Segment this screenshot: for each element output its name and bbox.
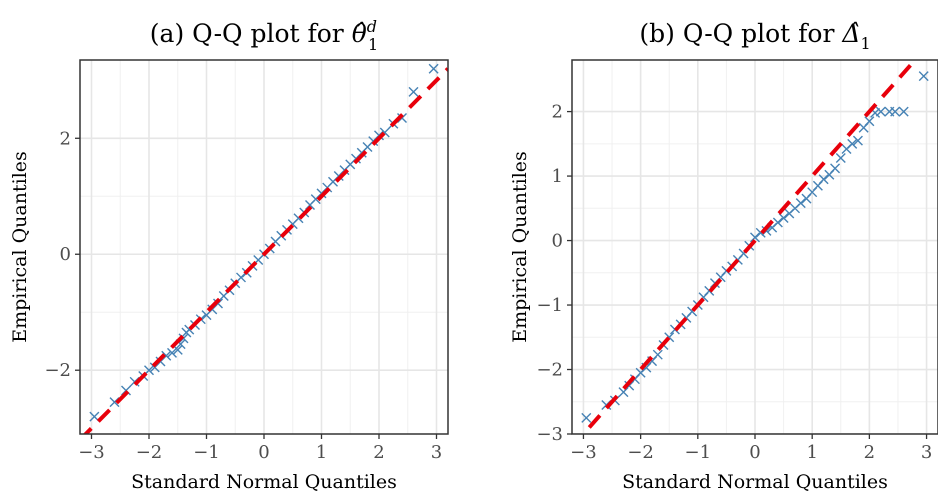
x-tick-label: 2	[864, 442, 875, 463]
panel-b: −3 −2 −1 0 1 2 3 −3 −2 −1 0 1 2 Standard Normal Quant…	[509, 19, 938, 493]
y-axis-title: Empirical Quantiles	[9, 151, 31, 343]
data-point	[875, 106, 886, 117]
y-tick-label: 1	[552, 166, 563, 187]
data-point	[750, 232, 760, 243]
data-point	[121, 385, 131, 396]
x-axis-title: Standard Normal Quantiles	[622, 471, 888, 493]
x-tick-label: −3	[570, 442, 597, 463]
chart-title-prefix: (b) Q-Q plot for	[639, 19, 842, 48]
y-tick-label: −1	[536, 295, 563, 316]
x-tick-label: 3	[431, 442, 442, 463]
y-axis-title: Empirical Quantiles	[509, 151, 531, 343]
chart-title-superscript: d	[367, 17, 377, 36]
data-point	[818, 174, 829, 185]
reference-line	[580, 60, 918, 434]
x-tick-label: 3	[921, 442, 932, 463]
x-tick-label: 0	[749, 442, 760, 463]
data-point	[167, 347, 177, 358]
chart-title: (a) Q-Q plot for θ̂d 1	[150, 17, 378, 54]
y-tick-label: 2	[552, 102, 563, 123]
panel-a: −3 −2 −1 0 1 2 3 −2 0 2 Standard Normal Quantiles E…	[9, 17, 449, 493]
x-tick-label: 0	[258, 442, 269, 463]
data-point	[109, 397, 120, 408]
data-point	[795, 198, 806, 209]
x-tick-label: −2	[136, 442, 163, 463]
data-point	[129, 376, 140, 387]
chart-title-subscript: 1	[368, 35, 378, 54]
data-point	[864, 116, 875, 127]
x-axis-title: Standard Normal Quantiles	[131, 471, 397, 493]
chart-title-symbol: θ̂	[352, 19, 367, 48]
y-tick-label: 2	[60, 128, 71, 149]
data-point	[772, 217, 783, 228]
chart-title-subscript: 1	[860, 34, 870, 53]
chart-title: (b) Q-Q plot for Δ̂1	[639, 19, 870, 53]
data-point	[852, 135, 863, 146]
x-tick-label: −1	[685, 442, 712, 463]
reference-line	[82, 67, 448, 434]
data-point	[397, 112, 407, 123]
data-point	[408, 86, 419, 97]
data-point	[652, 349, 663, 360]
y-tick-label: −3	[536, 424, 563, 445]
y-tick-label: 0	[552, 231, 563, 252]
data-point	[835, 153, 846, 164]
x-tick-label: 1	[316, 442, 327, 463]
x-tick-label: −1	[193, 442, 220, 463]
y-tick-label: −2	[44, 360, 71, 381]
data-point	[918, 71, 929, 82]
data-point	[374, 130, 384, 141]
grid	[572, 60, 938, 434]
data-point	[178, 333, 189, 344]
data-point	[898, 106, 909, 117]
data-point	[847, 138, 858, 149]
data-point	[890, 106, 901, 117]
data-point	[428, 63, 439, 74]
chart-title-symbol: Δ̂	[841, 19, 860, 48]
data-point	[161, 350, 172, 361]
grid	[80, 60, 448, 434]
data-point	[830, 163, 841, 174]
x-tick-label: −3	[78, 442, 105, 463]
y-tick-label: 0	[60, 244, 71, 265]
x-tick-label: 2	[373, 442, 384, 463]
x-tick-label: −2	[627, 442, 654, 463]
y-tick-label: −2	[536, 360, 563, 381]
chart-title-prefix: (a) Q-Q plot for	[150, 19, 352, 48]
data-point	[778, 212, 789, 223]
data-point	[581, 412, 592, 423]
x-tick-label: 1	[806, 442, 817, 463]
data-point	[236, 272, 246, 283]
data-point	[213, 298, 223, 309]
